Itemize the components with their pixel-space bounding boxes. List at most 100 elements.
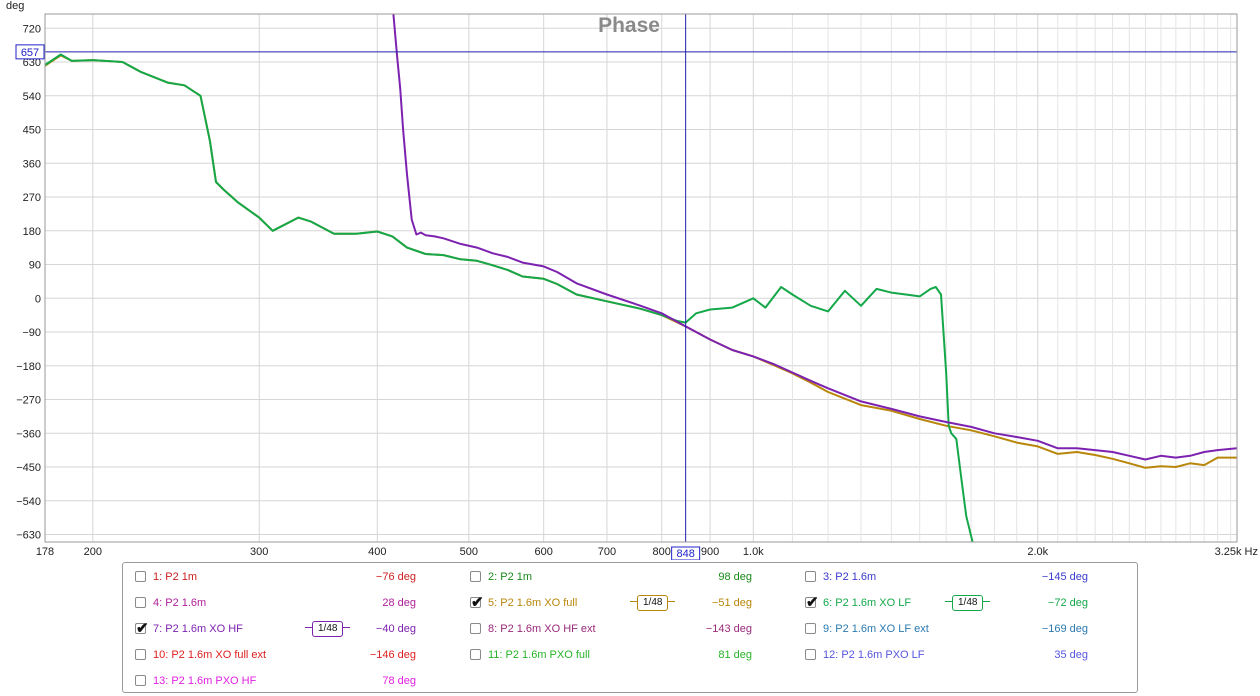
x-tick-label: 900 <box>701 546 719 558</box>
y-tick-label: −540 <box>16 496 41 508</box>
legend-value: 78 deg <box>382 675 416 687</box>
legend-label: 10: P2 1.6m XO full ext <box>153 649 267 661</box>
check-icon: ✔ <box>806 594 819 611</box>
legend-checkbox[interactable] <box>470 623 481 634</box>
legend-item[interactable]: 9: P2 1.6m XO LF ext −169 deg <box>805 620 1125 638</box>
legend-checkbox[interactable] <box>805 571 816 582</box>
legend-value: 28 deg <box>382 597 416 609</box>
legend-checkbox[interactable] <box>135 571 146 582</box>
legend-item[interactable]: 12: P2 1.6m PXO LF 35 deg <box>805 646 1125 664</box>
legend-item[interactable]: 11: P2 1.6m PXO full 81 deg <box>470 646 790 664</box>
legend-checkbox[interactable] <box>470 571 481 582</box>
x-tick-label: 200 <box>84 546 102 558</box>
phase-chart[interactable]: deg 720630540450360270180900−90−180−270−… <box>0 0 1260 560</box>
legend-item[interactable]: ✔ 5: P2 1.6m XO full 1/48 −51 deg <box>470 594 790 612</box>
legend-value: 35 deg <box>1054 649 1088 661</box>
legend-item[interactable]: 10: P2 1.6m XO full ext −146 deg <box>135 646 455 664</box>
x-tick-label: 2.0k <box>1027 546 1048 558</box>
legend-value: −72 deg <box>1047 597 1088 609</box>
x-tick-label: 800 <box>653 546 671 558</box>
legend-checkbox[interactable] <box>135 597 146 608</box>
legend-panel: 1: P2 1m −76 deg 2: P2 1m 98 deg 3: P2 1.6m −… <box>122 562 1138 693</box>
legend-value: −146 deg <box>369 649 416 661</box>
legend-item[interactable]: 1: P2 1m −76 deg <box>135 568 455 586</box>
legend-checkbox[interactable] <box>470 649 481 660</box>
legend-value: −145 deg <box>1041 571 1088 583</box>
legend-item[interactable]: 2: P2 1m 98 deg <box>470 568 790 586</box>
legend-checkbox[interactable]: ✔ <box>470 594 484 611</box>
legend-label: 1: P2 1m <box>153 571 198 583</box>
y-tick-label: −180 <box>16 361 41 373</box>
cursor-y-readout-box <box>15 44 45 60</box>
x-tick-label: 600 <box>534 546 552 558</box>
cursor-x-readout: 848 <box>676 548 694 560</box>
legend-value: 81 deg <box>718 649 752 661</box>
legend-label: 9: P2 1.6m XO LF ext <box>823 623 929 635</box>
legend-label: 4: P2 1.6m <box>153 597 207 609</box>
legend-value: −76 deg <box>375 571 416 583</box>
smoothing-indicator[interactable]: 1/48 <box>305 620 351 637</box>
legend-checkbox[interactable]: ✔ <box>135 620 149 637</box>
y-tick-label: 450 <box>23 125 41 137</box>
y-tick-label: 720 <box>23 23 41 35</box>
legend-label: 7: P2 1.6m XO HF <box>153 623 243 635</box>
y-unit-label: deg <box>6 0 24 12</box>
check-icon: ✔ <box>471 594 484 611</box>
plot-frame <box>44 13 1238 543</box>
x-tick-label: 300 <box>250 546 268 558</box>
cursor-x-readout-box <box>671 546 701 560</box>
check-icon: ✔ <box>136 620 149 637</box>
series-line-2 <box>45 53 974 542</box>
legend-label: 13: P2 1.6m PXO HF <box>153 675 257 687</box>
legend-label: 6: P2 1.6m XO LF <box>823 597 912 609</box>
legend-label: 12: P2 1.6m PXO LF <box>823 649 925 661</box>
series-line-3 <box>392 14 1237 461</box>
legend-label: 11: P2 1.6m PXO full <box>488 649 590 661</box>
legend-value: −40 deg <box>375 623 416 635</box>
series-layer <box>45 14 1237 542</box>
x-tick-label: 400 <box>368 546 386 558</box>
legend-value: 98 deg <box>718 571 752 583</box>
y-tick-label: −450 <box>16 462 41 474</box>
x-tick-label: 178 <box>36 546 54 558</box>
legend-value: −169 deg <box>1041 623 1088 635</box>
y-tick-label: 360 <box>23 158 41 170</box>
y-tick-label: 180 <box>23 226 41 238</box>
x-axis-ticks: 178 200 300 400 500 600 700 800 900 1.0k 2.0k 3.25k… <box>36 546 1258 558</box>
x-tick-label: 3.25k Hz <box>1215 546 1258 558</box>
y-tick-label: −270 <box>16 395 41 407</box>
legend-label: 2: P2 1m <box>488 571 533 583</box>
y-tick-label: −630 <box>16 530 41 542</box>
x-tick-label: 500 <box>460 546 478 558</box>
chart-title: Phase <box>598 14 660 37</box>
y-tick-label: 90 <box>29 260 41 272</box>
cursor[interactable]: 657 848 <box>15 14 1237 560</box>
smoothing-indicator[interactable]: 1/48 <box>630 594 676 611</box>
x-tick-label: 1.0k <box>743 546 764 558</box>
legend-item[interactable]: ✔ 6: P2 1.6m XO LF 1/48 −72 deg <box>805 594 1125 612</box>
y-axis-ticks: 720 630 540 450 360 270 180 90 0 −90 −180 −270 −360 −… <box>16 23 41 541</box>
y-tick-label: −360 <box>16 428 41 440</box>
y-tick-label: 0 <box>35 293 41 305</box>
legend-checkbox[interactable] <box>135 649 146 660</box>
legend-value: −143 deg <box>705 623 752 635</box>
y-tick-label: 270 <box>23 192 41 204</box>
smoothing-indicator[interactable]: 1/48 <box>945 594 991 611</box>
y-tick-label: −90 <box>22 327 41 339</box>
legend-item[interactable]: 8: P2 1.6m XO HF ext −143 deg <box>470 620 790 638</box>
legend-item[interactable]: 4: P2 1.6m 28 deg <box>135 594 455 612</box>
legend-item[interactable]: ✔ 7: P2 1.6m XO HF 1/48 −40 deg <box>135 620 455 638</box>
legend-checkbox[interactable] <box>805 623 816 634</box>
legend-item[interactable]: 3: P2 1.6m −145 deg <box>805 568 1125 586</box>
cursor-y-readout: 657 <box>21 47 39 59</box>
y-tick-label: 540 <box>23 91 41 103</box>
legend-item[interactable]: 13: P2 1.6m PXO HF 78 deg <box>135 672 455 690</box>
legend-label: 3: P2 1.6m <box>823 571 877 583</box>
legend-label: 8: P2 1.6m XO HF ext <box>488 623 596 635</box>
legend-checkbox[interactable] <box>805 649 816 660</box>
legend-value: −51 deg <box>711 597 752 609</box>
legend-checkbox[interactable]: ✔ <box>805 594 819 611</box>
y-tick-label: 630 <box>23 57 41 69</box>
grid-lines <box>44 14 1238 542</box>
legend-checkbox[interactable] <box>135 675 146 686</box>
